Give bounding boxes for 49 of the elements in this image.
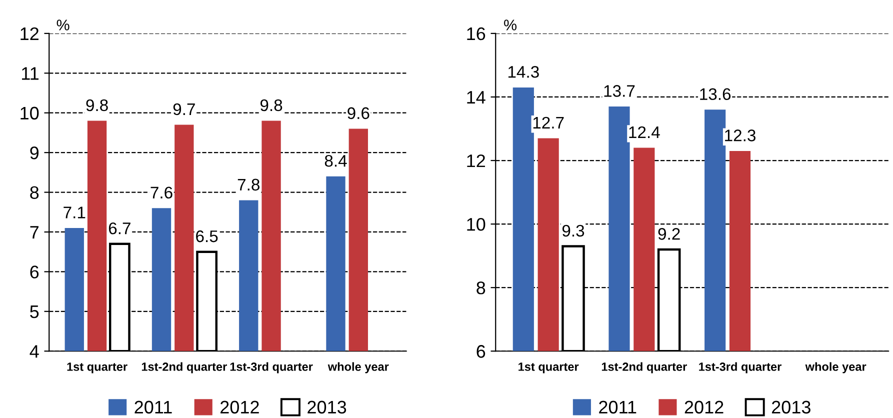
x-tick-label: whole year: [805, 362, 866, 374]
data-label: 14.3: [508, 66, 539, 78]
data-label: 13.7: [604, 85, 635, 97]
y-tick-label: 11: [22, 67, 39, 80]
y-tick-label: 10: [20, 106, 39, 120]
data-label: 7.8: [238, 178, 260, 191]
y-tick-label: 14: [467, 91, 486, 104]
y-tick-label: 7: [30, 226, 38, 239]
x-tick-label: whole year: [328, 362, 389, 374]
x-tick-label: 1st quarter: [518, 362, 579, 374]
data-label: 9.3: [562, 224, 584, 237]
y-axis-title: %: [56, 20, 70, 30]
data-label: 9.2: [658, 228, 680, 240]
data-label: 12.7: [533, 116, 564, 128]
y-tick-label: 4: [30, 345, 39, 358]
y-axis-title: %: [504, 20, 517, 30]
data-label: 6.5: [196, 230, 218, 242]
y-tick-label: 6: [476, 345, 486, 358]
legend-label: 2011: [134, 400, 172, 414]
data-label: 12.3: [725, 130, 756, 142]
y-tick-label: 6: [30, 266, 39, 278]
x-tick-label: 1st-2nd quarter: [602, 362, 687, 374]
legend-label: 2012: [220, 400, 259, 414]
y-tick-label: 8: [476, 282, 486, 294]
legend-label: 2012: [684, 400, 724, 414]
data-label: 12.4: [629, 126, 660, 138]
y-tick-label: 5: [30, 306, 39, 318]
x-tick-label: 1st quarter: [67, 362, 128, 374]
data-label: 9.8: [86, 99, 108, 112]
y-tick-label: 12: [20, 27, 38, 40]
x-tick-label: 1st-3rd quarter: [699, 362, 782, 374]
y-tick-label: 9: [30, 146, 39, 160]
y-tick-label: 10: [467, 218, 486, 231]
data-label: 7.1: [64, 206, 86, 218]
data-label: 9.7: [173, 103, 195, 116]
data-label: 8.4: [324, 154, 347, 167]
legend-label: 2011: [599, 400, 636, 414]
legend-label: 2013: [772, 400, 810, 414]
x-tick-label: 1st-3rd quarter: [230, 362, 313, 374]
y-tick-label: 8: [30, 186, 39, 199]
y-tick-label: 12: [467, 154, 485, 168]
legend-label: 2013: [308, 400, 346, 414]
data-label: 9.6: [348, 107, 370, 120]
data-label: 9.8: [260, 99, 282, 112]
data-label: 7.6: [150, 186, 172, 199]
x-tick-label: 1st-2nd quarter: [142, 362, 227, 374]
data-label: 13.6: [700, 88, 731, 100]
data-label: 6.7: [108, 222, 130, 234]
y-tick-label: 16: [467, 27, 486, 40]
